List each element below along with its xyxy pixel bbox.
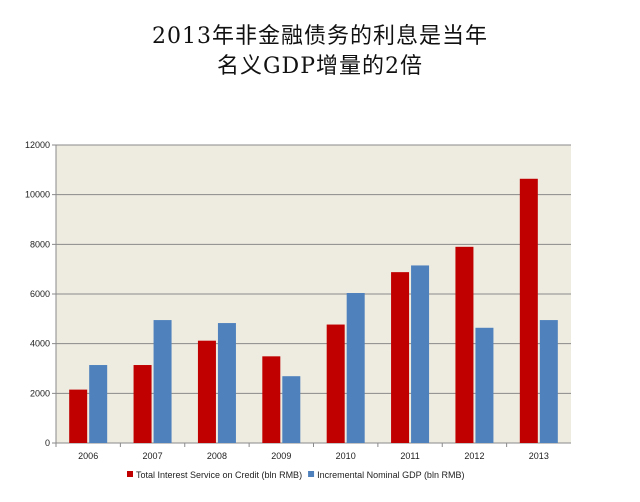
bar-interest-2013 <box>519 178 538 444</box>
y-tick-label: 6000 <box>30 289 50 299</box>
legend-label: Incremental Nominal GDP (bln RMB) <box>317 470 464 480</box>
bar-interest-2006 <box>69 389 88 443</box>
bar-gdp-2012 <box>475 327 494 443</box>
chart-title-line-2: 名义GDP增量的2倍 <box>216 54 423 79</box>
bar-interest-2007 <box>133 365 152 443</box>
y-tick-label: 0 <box>45 438 50 448</box>
bar-gdp-2009 <box>282 376 301 443</box>
bar-interest-2012 <box>455 246 474 443</box>
x-tick-label: 2008 <box>207 451 227 461</box>
bar-interest-2010 <box>326 324 345 443</box>
x-tick-label: 2006 <box>78 451 98 461</box>
bar-interest-2011 <box>391 272 410 443</box>
bar-interest-2009 <box>262 356 281 443</box>
x-tick-label: 2011 <box>400 451 419 461</box>
y-tick-label: 12000 <box>25 140 50 150</box>
chart-title-line-1: 2013年非金融债务的利息是当年 <box>152 24 488 49</box>
legend-swatch <box>308 471 315 477</box>
x-tick-label: 2012 <box>464 451 484 461</box>
legend-swatch <box>127 471 133 477</box>
bar-gdp-2011 <box>411 265 430 443</box>
y-tick-label: 8000 <box>30 239 50 249</box>
bar-interest-2008 <box>197 340 216 443</box>
bar-gdp-2006 <box>89 365 108 443</box>
legend-label: Total Interest Service on Credit (bln RM… <box>136 470 302 480</box>
y-tick-label: 2000 <box>30 388 50 398</box>
bar-gdp-2007 <box>153 320 172 443</box>
x-tick-label: 2009 <box>271 451 291 461</box>
y-tick-label: 4000 <box>30 339 50 349</box>
bar-gdp-2010 <box>346 293 365 443</box>
x-tick-label: 2010 <box>336 451 356 461</box>
bar-gdp-2013 <box>539 320 558 443</box>
bar-gdp-2008 <box>217 323 236 443</box>
y-tick-label: 10000 <box>25 190 50 200</box>
x-tick-label: 2007 <box>143 451 163 461</box>
x-tick-label: 2013 <box>529 451 549 461</box>
